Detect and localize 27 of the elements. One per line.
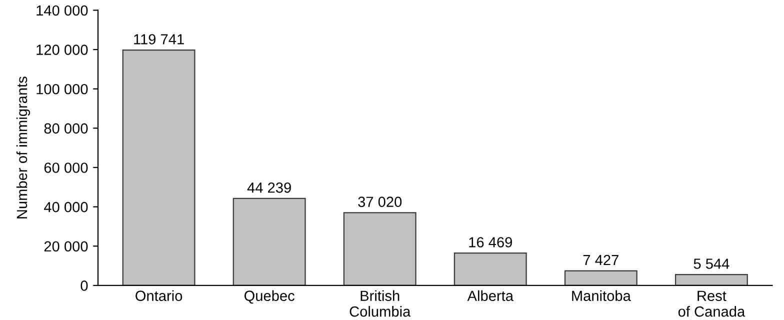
data-label: 7 427 xyxy=(583,254,618,266)
y-tick-label: 140 000 xyxy=(36,5,88,16)
bar xyxy=(232,198,306,286)
y-tick-label: 60 000 xyxy=(44,162,88,173)
data-label: 44 239 xyxy=(247,182,291,193)
y-tick-label: 40 000 xyxy=(44,202,88,212)
bar xyxy=(674,274,748,286)
x-tick-label: British Columbia xyxy=(350,290,411,317)
x-tick-label: Manitoba xyxy=(572,290,631,302)
y-tick-label: 100 000 xyxy=(36,84,88,94)
x-tick-label: Quebec xyxy=(244,290,294,304)
bar xyxy=(454,252,527,286)
data-label: 37 020 xyxy=(358,196,402,208)
y-tick-label: 80 000 xyxy=(44,123,88,134)
data-label: 16 469 xyxy=(469,237,512,248)
x-tick-label: Rest of Canada xyxy=(678,290,746,317)
bar xyxy=(343,212,416,286)
y-tick-label: 20 000 xyxy=(44,241,88,252)
x-tick-label: Ontario xyxy=(136,290,182,302)
y-tick-label: 0 xyxy=(80,280,88,291)
y-axis-title: Number of immigrants xyxy=(16,76,30,218)
x-tick-label: Alberta xyxy=(467,290,514,302)
data-label: 5 544 xyxy=(694,258,730,269)
bar xyxy=(122,50,196,286)
y-tick-label: 120 000 xyxy=(36,44,88,55)
bar xyxy=(564,270,638,286)
data-label: 119 741 xyxy=(134,34,184,44)
